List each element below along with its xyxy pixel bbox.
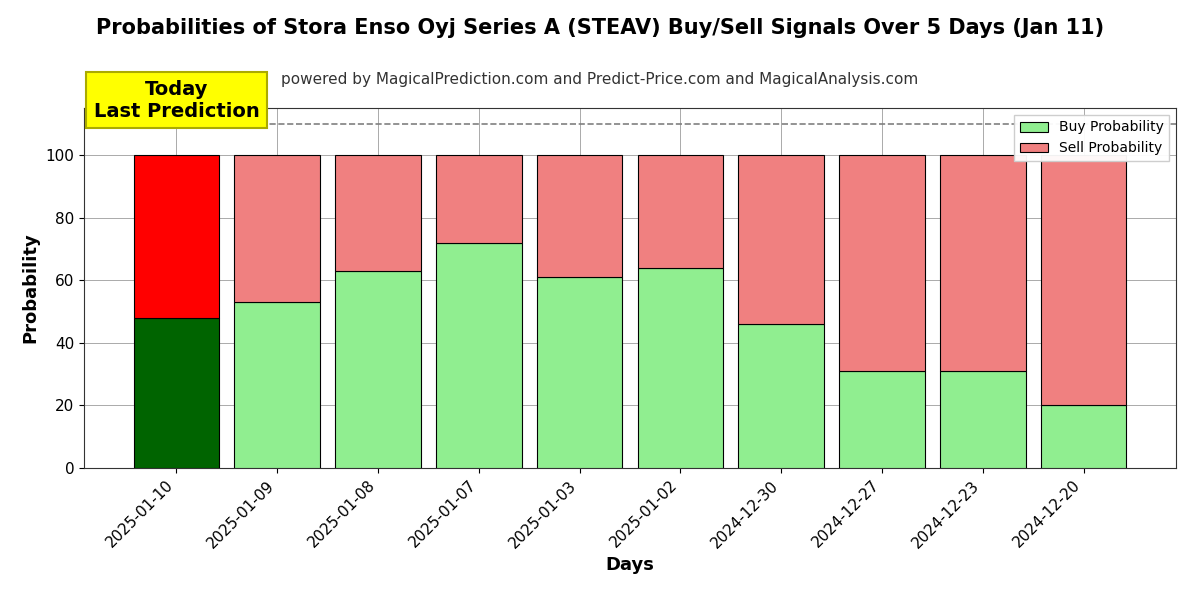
Text: powered by MagicalPrediction.com and Predict-Price.com and MagicalAnalysis.com: powered by MagicalPrediction.com and Pre… — [281, 72, 919, 87]
Text: Probabilities of Stora Enso Oyj Series A (STEAV) Buy/Sell Signals Over 5 Days (J: Probabilities of Stora Enso Oyj Series A… — [96, 18, 1104, 38]
Bar — [133, 318, 220, 468]
Legend: Buy Probability, Sell Probability: Buy Probability, Sell Probability — [1014, 115, 1169, 161]
Bar — [839, 371, 925, 468]
Bar — [1040, 406, 1127, 468]
Text: Today
Last Prediction: Today Last Prediction — [94, 80, 259, 121]
Bar — [1040, 155, 1127, 406]
Bar — [839, 155, 925, 371]
Bar — [436, 155, 522, 242]
Bar — [536, 277, 623, 468]
Bar — [335, 155, 421, 271]
Bar — [940, 371, 1026, 468]
X-axis label: Days: Days — [606, 556, 654, 574]
Bar — [637, 155, 724, 268]
Y-axis label: Probability: Probability — [22, 233, 40, 343]
Bar — [738, 324, 824, 468]
Bar — [436, 242, 522, 468]
Bar — [234, 155, 320, 302]
Bar — [133, 155, 220, 318]
Bar — [637, 268, 724, 468]
Bar — [335, 271, 421, 468]
Bar — [234, 302, 320, 468]
Bar — [536, 155, 623, 277]
Bar — [738, 155, 824, 324]
Bar — [940, 155, 1026, 371]
